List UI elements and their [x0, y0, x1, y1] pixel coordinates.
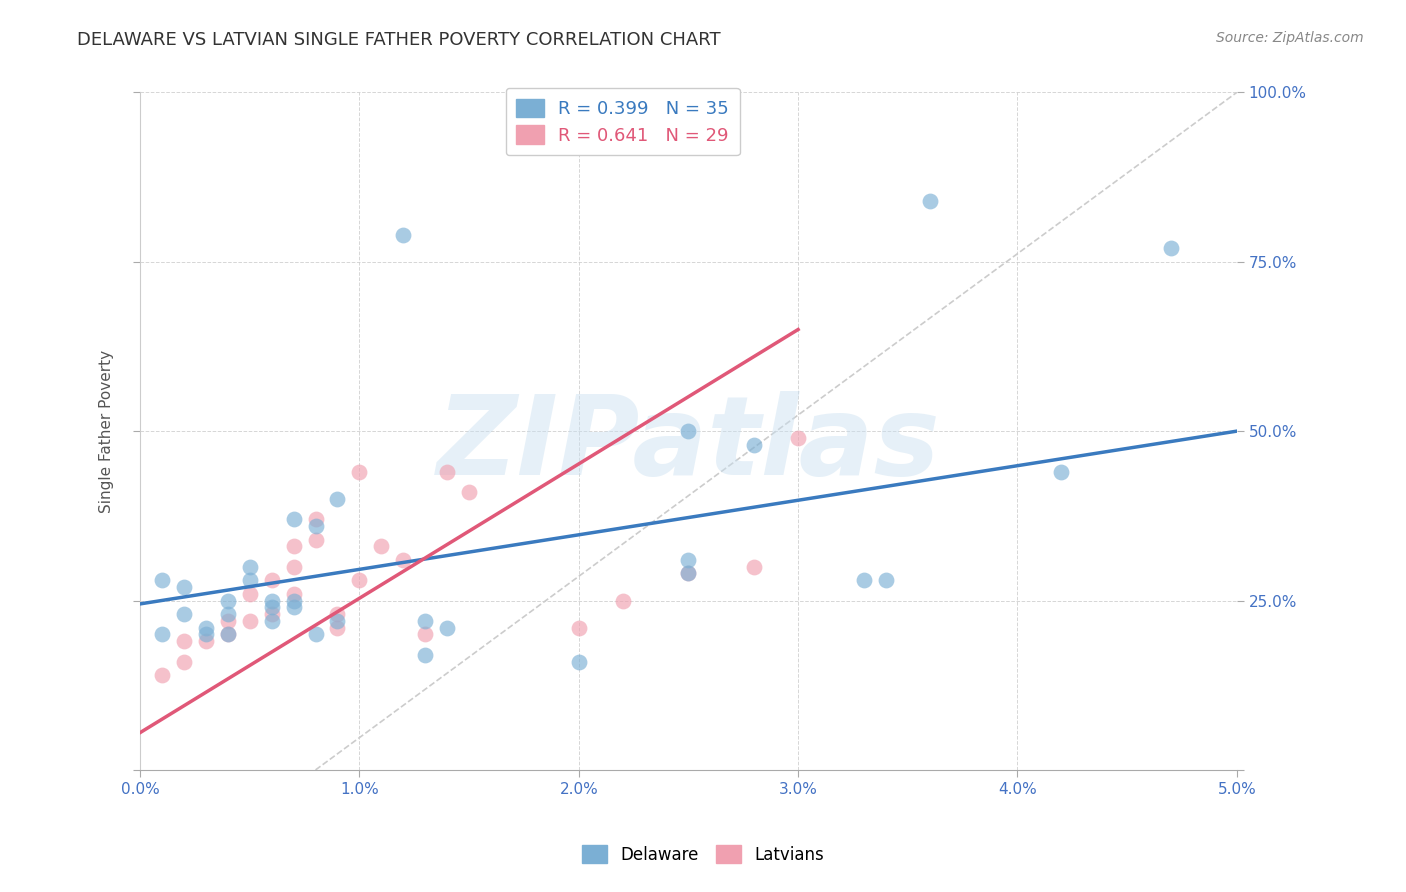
Point: [370, 539, 392, 553]
Point: [239, 573, 262, 587]
Point: [678, 566, 700, 581]
Point: [304, 512, 326, 526]
Point: [349, 465, 371, 479]
Point: [1160, 241, 1182, 255]
Point: [326, 614, 349, 628]
Point: [239, 559, 262, 574]
Point: [173, 655, 195, 669]
Legend: R = 0.399   N = 35, R = 0.641   N = 29: R = 0.399 N = 35, R = 0.641 N = 29: [506, 87, 740, 155]
Point: [173, 607, 195, 621]
Point: [283, 559, 305, 574]
Point: [260, 593, 283, 607]
Point: [283, 512, 305, 526]
Point: [283, 587, 305, 601]
Point: [326, 621, 349, 635]
Point: [304, 519, 326, 533]
Point: [349, 573, 371, 587]
Point: [194, 634, 217, 648]
Point: [260, 607, 283, 621]
Point: [304, 533, 326, 547]
Text: DELAWARE VS LATVIAN SINGLE FATHER POVERTY CORRELATION CHART: DELAWARE VS LATVIAN SINGLE FATHER POVERT…: [77, 31, 721, 49]
Point: [260, 573, 283, 587]
Point: [413, 627, 436, 641]
Point: [239, 614, 262, 628]
Point: [678, 424, 700, 438]
Point: [217, 593, 239, 607]
Point: [678, 553, 700, 567]
Point: [436, 621, 458, 635]
Legend: Delaware, Latvians: Delaware, Latvians: [575, 838, 831, 871]
Point: [173, 580, 195, 594]
Point: [326, 607, 349, 621]
Point: [194, 627, 217, 641]
Point: [413, 614, 436, 628]
Point: [283, 593, 305, 607]
Point: [787, 431, 810, 445]
Point: [194, 621, 217, 635]
Point: [283, 539, 305, 553]
Point: [150, 627, 173, 641]
Point: [283, 600, 305, 615]
Point: [217, 607, 239, 621]
Point: [260, 614, 283, 628]
Point: [239, 587, 262, 601]
Point: [458, 485, 481, 500]
Point: [742, 559, 765, 574]
Point: [392, 553, 415, 567]
Point: [413, 648, 436, 662]
Point: [217, 627, 239, 641]
Point: [304, 627, 326, 641]
Point: [217, 614, 239, 628]
Point: [436, 465, 458, 479]
Text: ZIPatlas: ZIPatlas: [437, 392, 941, 499]
Point: [173, 634, 195, 648]
Point: [260, 600, 283, 615]
Point: [678, 566, 700, 581]
Point: [875, 573, 897, 587]
Point: [150, 573, 173, 587]
Point: [852, 573, 875, 587]
Point: [392, 227, 415, 242]
Point: [918, 194, 941, 208]
Point: [612, 593, 634, 607]
Point: [217, 627, 239, 641]
Point: [1050, 465, 1073, 479]
Point: [568, 655, 591, 669]
Point: [742, 438, 765, 452]
Text: Source: ZipAtlas.com: Source: ZipAtlas.com: [1216, 31, 1364, 45]
Point: [150, 668, 173, 682]
Y-axis label: Single Father Poverty: Single Father Poverty: [100, 350, 114, 513]
Point: [568, 621, 591, 635]
Point: [326, 491, 349, 506]
